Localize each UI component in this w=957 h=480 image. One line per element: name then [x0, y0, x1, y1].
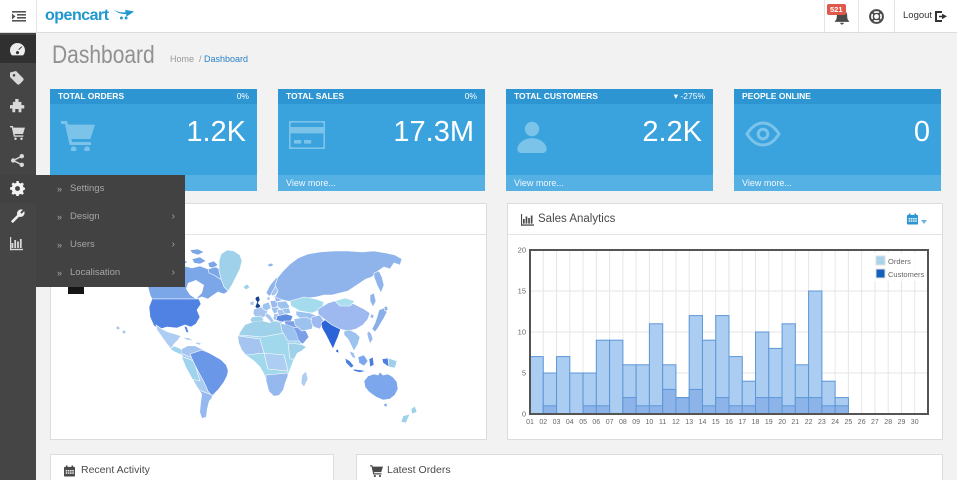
svg-text:09: 09 [632, 419, 640, 426]
svg-text:10: 10 [518, 328, 526, 337]
svg-text:15: 15 [518, 287, 526, 296]
svg-text:14: 14 [699, 419, 707, 426]
svg-text:13: 13 [685, 419, 693, 426]
svg-text:21: 21 [791, 419, 799, 426]
svg-text:5: 5 [522, 369, 526, 378]
svg-text:18: 18 [752, 419, 760, 426]
svg-text:22: 22 [805, 419, 813, 426]
svg-text:20: 20 [778, 419, 786, 426]
svg-text:24: 24 [831, 419, 839, 426]
svg-text:16: 16 [725, 419, 733, 426]
svg-text:28: 28 [884, 419, 892, 426]
svg-text:02: 02 [539, 419, 547, 426]
svg-text:19: 19 [765, 419, 773, 426]
svg-text:08: 08 [619, 419, 627, 426]
svg-text:25: 25 [845, 419, 853, 426]
svg-text:Orders: Orders [888, 257, 911, 266]
svg-text:17: 17 [738, 419, 746, 426]
svg-text:05: 05 [579, 419, 587, 426]
svg-text:04: 04 [566, 419, 574, 426]
svg-text:06: 06 [592, 419, 600, 426]
svg-text:07: 07 [606, 419, 614, 426]
svg-text:03: 03 [553, 419, 561, 426]
svg-text:27: 27 [871, 419, 879, 426]
svg-text:10: 10 [646, 419, 654, 426]
svg-text:12: 12 [672, 419, 680, 426]
svg-text:23: 23 [818, 419, 826, 426]
svg-text:29: 29 [898, 419, 906, 426]
svg-text:30: 30 [911, 419, 919, 426]
svg-text:26: 26 [858, 419, 866, 426]
svg-text:11: 11 [659, 419, 666, 426]
svg-text:01: 01 [526, 419, 534, 426]
svg-text:0: 0 [522, 410, 526, 419]
svg-text:15: 15 [712, 419, 720, 426]
svg-text:20: 20 [518, 246, 526, 255]
svg-text:Customers: Customers [888, 270, 925, 279]
